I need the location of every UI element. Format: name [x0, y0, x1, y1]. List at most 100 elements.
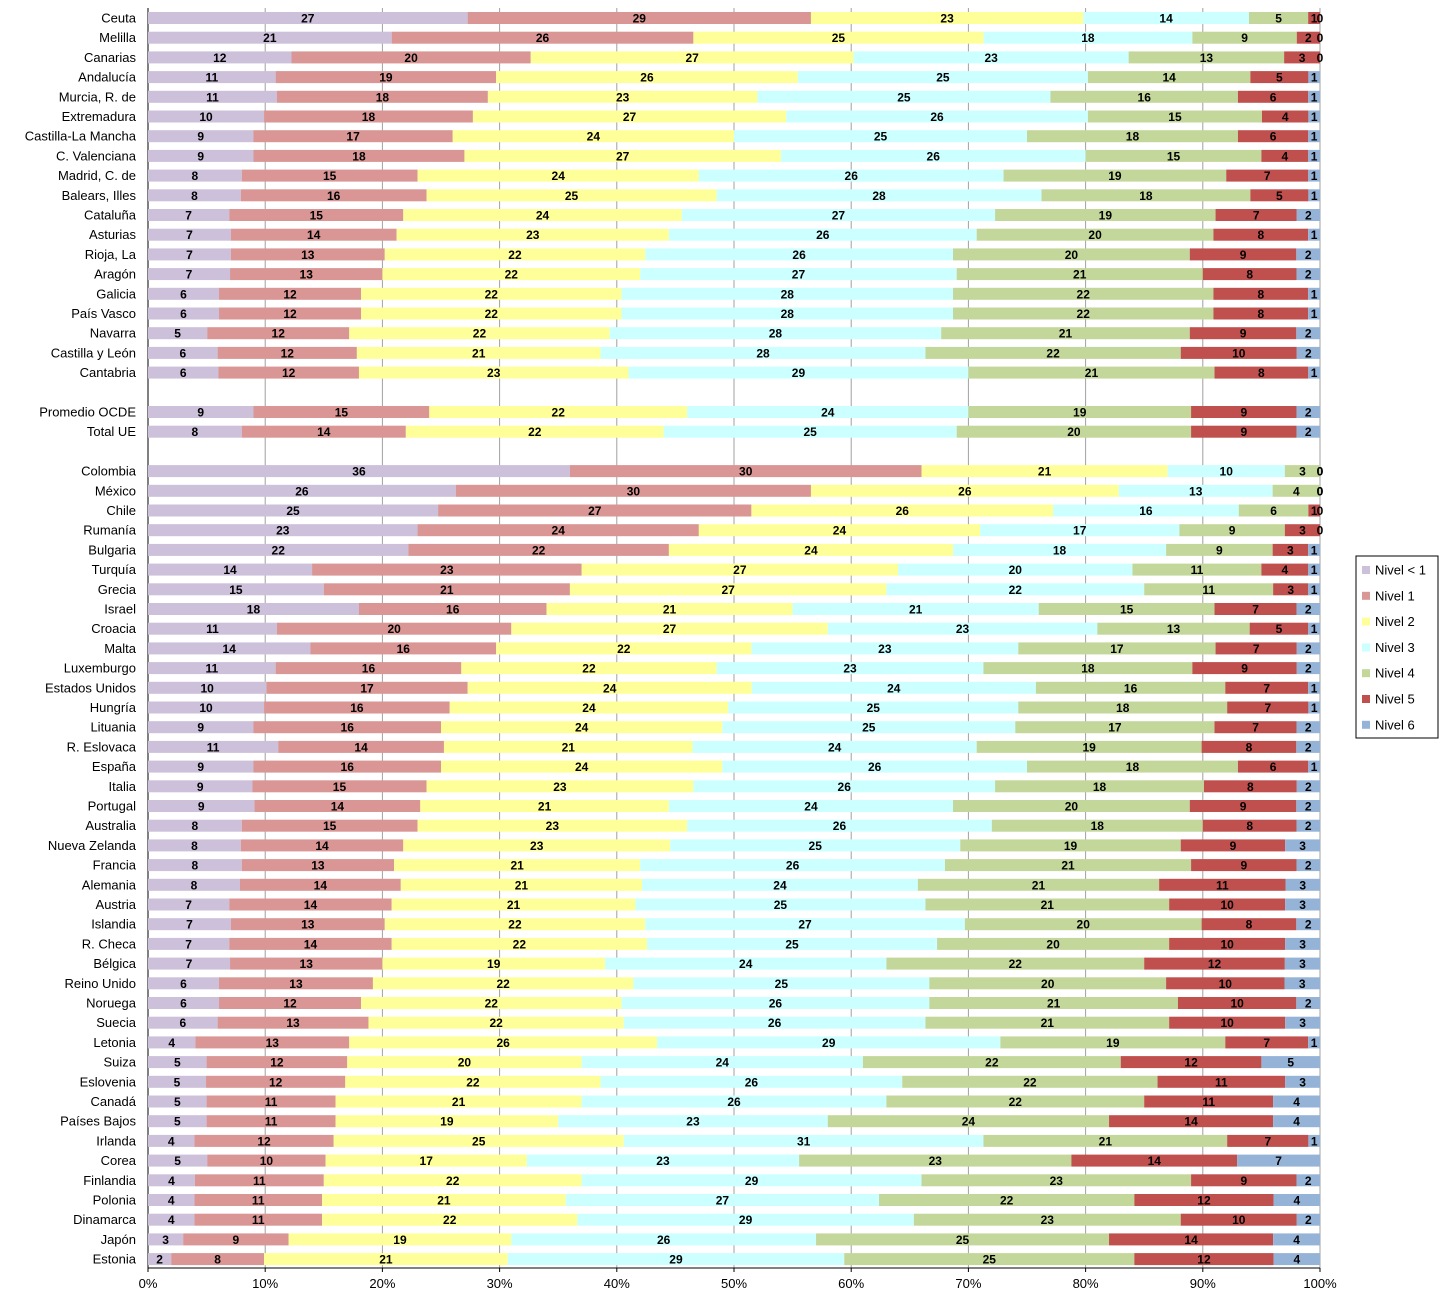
x-tick-label: 100%	[1303, 1276, 1337, 1291]
bar-segment	[569, 583, 887, 596]
bar-segment	[716, 189, 1042, 202]
data-label: 19	[440, 1115, 454, 1129]
legend-swatch	[1362, 591, 1370, 600]
data-label: 18	[1139, 189, 1153, 203]
bar-segment	[623, 1016, 926, 1029]
data-label: 18	[1126, 130, 1140, 144]
data-label: 5	[174, 327, 181, 341]
category-label: Cantabria	[80, 365, 137, 380]
bar-segment	[403, 839, 671, 852]
data-label: 2	[1305, 642, 1312, 656]
data-label: 15	[323, 169, 337, 183]
data-label: 13	[286, 1016, 300, 1030]
data-label: 28	[769, 327, 783, 341]
category-label: Rioja, La	[85, 247, 137, 262]
bar-segment	[148, 366, 219, 379]
bar-segment	[384, 248, 646, 261]
data-label: 11	[206, 622, 219, 636]
bar-segment	[1201, 918, 1297, 931]
category-label: Letonia	[93, 1035, 136, 1050]
bar-segment	[621, 287, 954, 300]
data-label: 22	[508, 248, 522, 262]
bar-segment	[921, 465, 1168, 478]
data-label: 4	[1282, 110, 1289, 124]
bar-segment	[229, 209, 404, 221]
data-label: 1	[1311, 228, 1318, 242]
data-label: 24	[552, 524, 566, 538]
data-label: 13	[289, 977, 303, 991]
data-label: 22	[1009, 1095, 1023, 1109]
data-label: 1	[1311, 71, 1318, 85]
data-label: 23	[940, 12, 954, 26]
data-label: 8	[191, 839, 198, 853]
data-label: 3	[1287, 543, 1294, 557]
bar-segment	[219, 977, 373, 990]
data-label: 10	[1232, 346, 1246, 360]
bar-segment	[467, 12, 811, 24]
data-label: 24	[833, 524, 847, 538]
bar-segment	[148, 228, 231, 241]
data-label: 21	[1099, 1134, 1113, 1148]
category-label: Eslovenia	[80, 1074, 137, 1089]
bar-segment	[408, 543, 669, 556]
data-label: 3	[1299, 977, 1306, 991]
data-label: 8	[1246, 740, 1253, 754]
category-label: Canarias	[84, 50, 137, 65]
bar-segment	[722, 721, 1016, 734]
data-label: 21	[507, 898, 521, 912]
bar-segment	[148, 1056, 207, 1069]
data-label: 11	[252, 1194, 265, 1208]
data-label: 20	[1067, 425, 1081, 439]
data-label: 0	[1317, 465, 1324, 479]
bar-segment	[1308, 622, 1320, 635]
bar-segment	[1250, 189, 1309, 202]
bar-segment	[148, 662, 276, 675]
bar-segment	[1296, 1213, 1320, 1226]
data-label: 26	[833, 819, 847, 833]
bar-segment	[1237, 90, 1309, 103]
data-label: 26	[496, 1036, 510, 1050]
data-label: 2	[1305, 780, 1312, 794]
data-label: 2	[1305, 248, 1312, 262]
data-label: 18	[1081, 662, 1095, 676]
bar-segment	[1296, 662, 1320, 675]
bar-segment	[995, 780, 1204, 793]
bar-segment	[229, 898, 392, 911]
data-label: 12	[1197, 1253, 1211, 1267]
bar-segment	[253, 149, 465, 162]
data-label: 24	[828, 740, 842, 754]
data-label: 8	[191, 878, 198, 892]
category-label: Aragón	[94, 267, 136, 282]
bar-segment	[276, 622, 512, 635]
bar-segment	[1296, 268, 1320, 281]
category-label: Croacia	[91, 621, 137, 636]
bar-segment	[148, 425, 242, 438]
data-label: 16	[350, 701, 364, 715]
bar-segment	[827, 622, 1098, 635]
bar-segment	[1169, 937, 1286, 950]
bar-segment	[1087, 110, 1262, 123]
bar-segment	[400, 878, 643, 891]
data-label: 25	[897, 90, 911, 104]
bar-segment	[472, 110, 787, 123]
data-label: 22	[528, 425, 542, 439]
bar-segment	[1087, 71, 1251, 84]
data-label: 22	[1009, 957, 1023, 971]
bar-segment	[1191, 859, 1297, 872]
data-label: 21	[437, 1194, 451, 1208]
data-label: 11	[265, 1115, 278, 1129]
bar-segment	[1191, 406, 1297, 418]
data-label: 27	[733, 563, 747, 577]
data-label: 26	[845, 169, 859, 183]
data-label: 9	[1229, 524, 1236, 538]
data-label: 21	[440, 583, 454, 597]
bar-segment	[403, 209, 682, 221]
category-label: Madrid, C. de	[58, 168, 136, 183]
data-label: 24	[739, 957, 753, 971]
data-label: 3	[1299, 839, 1306, 853]
bar-segment	[1273, 1115, 1320, 1128]
data-label: 8	[1257, 307, 1264, 321]
bar-segment	[581, 563, 899, 576]
data-label: 2	[1305, 327, 1312, 341]
data-label: 21	[263, 31, 277, 45]
